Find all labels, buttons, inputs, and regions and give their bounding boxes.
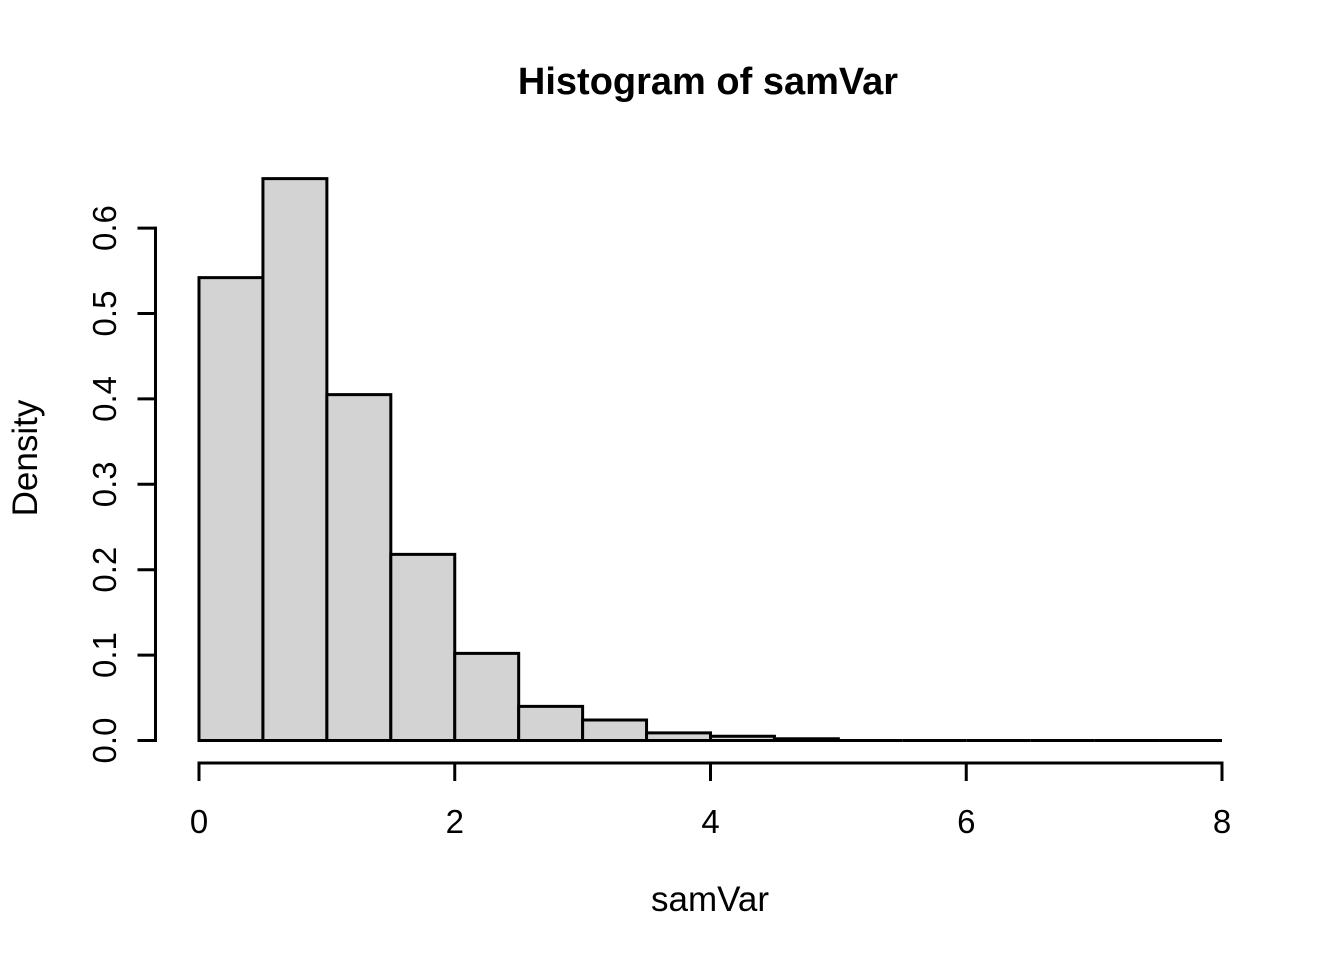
y-tick-label: 0.6	[86, 205, 123, 251]
x-axis: 0 2 4 6 8	[190, 761, 1231, 840]
histogram-bar	[709, 734, 776, 742]
histogram-bar	[581, 718, 649, 742]
bars-group	[197, 177, 1222, 742]
x-axis-label: samVar	[651, 880, 769, 919]
histogram-bar	[389, 552, 457, 742]
histogram-bar	[453, 651, 521, 742]
y-tick-label: 0.2	[86, 547, 123, 593]
histogram-bar	[645, 731, 712, 742]
histogram-bar	[197, 276, 265, 742]
histogram-bar	[261, 177, 329, 742]
y-tick-label: 0.5	[86, 291, 123, 337]
x-tick-label: 8	[1213, 803, 1231, 840]
y-tick-label: 0.4	[86, 376, 123, 422]
y-tick-label: 0.1	[86, 632, 123, 678]
histogram-bar	[325, 393, 393, 742]
y-axis: 0.0 0.1 0.2 0.3 0.4 0.5 0.6	[86, 205, 157, 764]
x-tick-label: 4	[701, 803, 719, 840]
x-tick-label: 6	[957, 803, 975, 840]
y-tick-label: 0.3	[86, 461, 123, 507]
y-axis-label: Density	[6, 399, 45, 516]
histogram-bar	[517, 704, 585, 742]
x-tick-label: 0	[190, 803, 208, 840]
y-tick-label: 0.0	[86, 718, 123, 764]
histogram-bar	[772, 737, 840, 742]
plot-title: Histogram of samVar	[518, 61, 898, 103]
x-tick-label: 2	[446, 803, 464, 840]
